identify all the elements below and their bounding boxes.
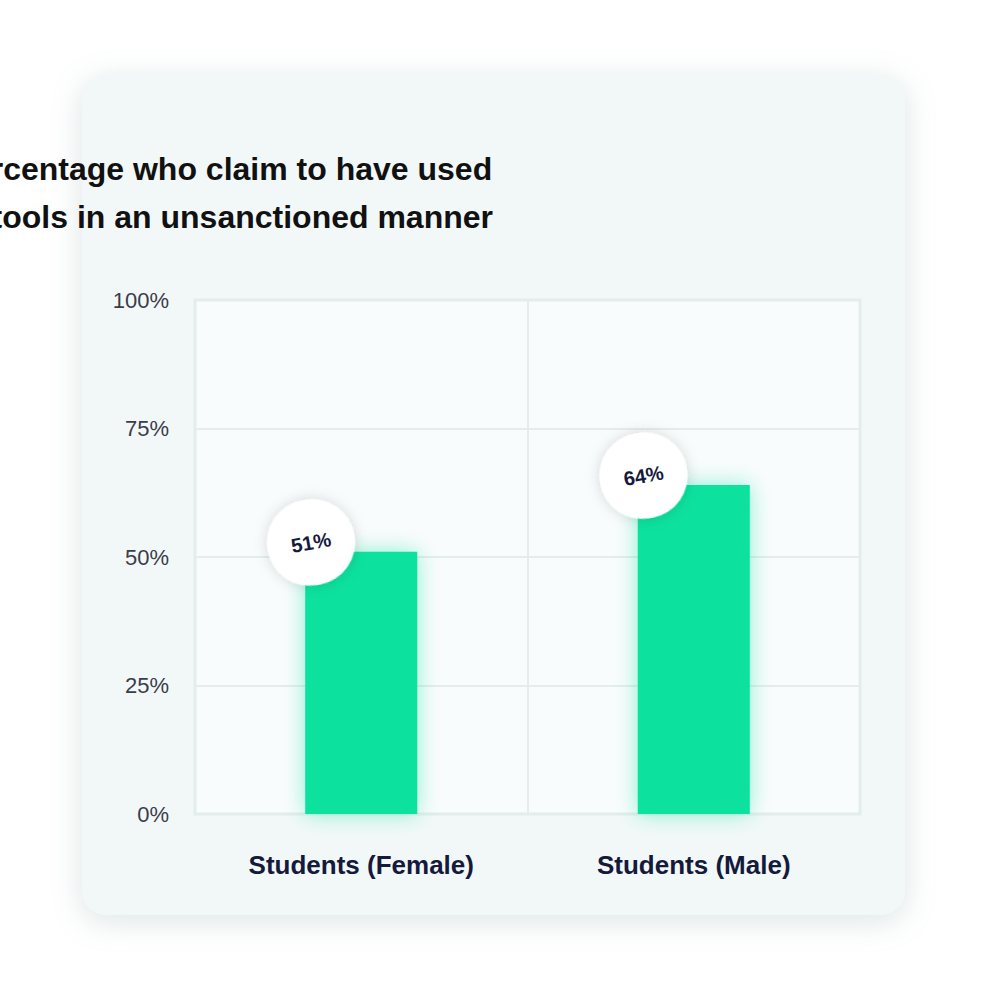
svg-text:Students (Male): Students (Male) xyxy=(597,850,791,880)
svg-text:Percentage who claim to have u: Percentage who claim to have used xyxy=(0,151,492,187)
svg-text:100%: 100% xyxy=(113,288,169,313)
svg-text:51%: 51% xyxy=(289,528,332,557)
svg-text:50%: 50% xyxy=(125,545,169,570)
svg-text:Students (Female): Students (Female) xyxy=(249,850,474,880)
svg-text:64%: 64% xyxy=(622,461,665,490)
svg-text:75%: 75% xyxy=(125,416,169,441)
svg-text:AI tools in an unsanctioned ma: AI tools in an unsanctioned manner xyxy=(0,199,493,235)
svg-text:25%: 25% xyxy=(125,673,169,698)
svg-text:0%: 0% xyxy=(137,802,169,827)
